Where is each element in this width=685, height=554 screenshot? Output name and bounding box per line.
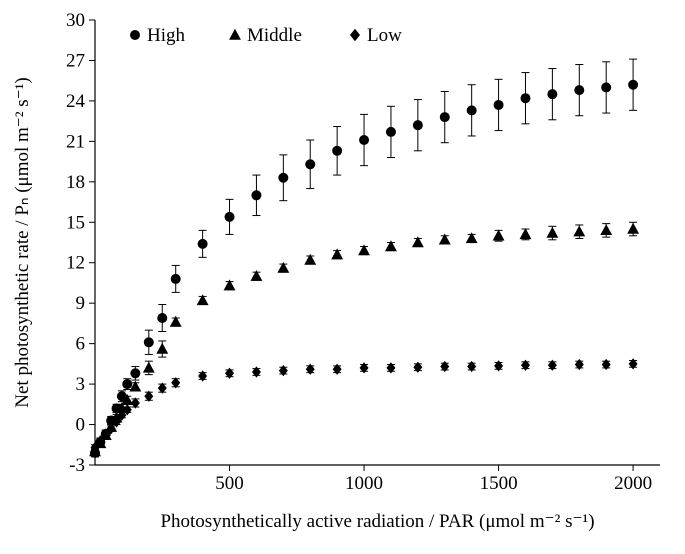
x-tick-label: 2000 (614, 473, 652, 494)
legend-label-high: High (147, 25, 186, 46)
data-marker (224, 279, 236, 290)
series-high (90, 59, 638, 458)
data-marker (144, 337, 154, 347)
data-marker (350, 29, 360, 42)
y-tick-label: 6 (76, 334, 86, 355)
data-marker (305, 159, 315, 169)
data-marker (602, 359, 611, 370)
data-marker (413, 362, 422, 373)
data-marker (143, 362, 155, 373)
data-marker (130, 368, 140, 378)
data-marker (279, 365, 288, 376)
data-marker (225, 212, 235, 222)
data-marker (225, 368, 234, 379)
y-tick-label: 27 (66, 50, 85, 71)
data-marker (466, 232, 478, 243)
data-marker (573, 225, 585, 236)
data-marker (359, 135, 369, 145)
data-marker (117, 391, 127, 401)
data-marker (628, 80, 638, 90)
x-axis-label: Photosynthetically active radiation / PA… (160, 511, 594, 532)
y-tick-label: 24 (66, 91, 86, 112)
data-marker (574, 85, 584, 95)
x-tick-label: 1500 (480, 473, 518, 494)
data-marker (440, 112, 450, 122)
legend-label-low: Low (367, 25, 402, 46)
series-low (91, 358, 638, 453)
data-marker (197, 294, 209, 305)
data-marker (170, 316, 182, 327)
data-marker (250, 270, 262, 281)
data-marker (520, 93, 530, 103)
y-tick-label: 21 (66, 131, 85, 152)
data-marker (122, 379, 132, 389)
data-marker (413, 120, 423, 130)
data-marker (548, 360, 557, 371)
y-tick-label: 15 (66, 212, 85, 233)
y-tick-label: 9 (76, 293, 86, 314)
data-marker (306, 364, 315, 375)
data-marker (546, 227, 558, 238)
chart-container: -3 0 3 6 9 12 15 18 21 24 27 30 500 1000 1500 2000 Net p… (0, 0, 685, 554)
y-axis-label: Net photosynthetic rate / Pₙ (μmol m⁻² s… (12, 77, 33, 407)
y-tick-label: 3 (76, 374, 86, 395)
data-marker (332, 146, 342, 156)
data-marker (601, 82, 611, 92)
data-marker (467, 105, 477, 115)
x-tick-label: 1000 (345, 473, 383, 494)
data-marker (385, 240, 397, 251)
y-tick-label: 12 (66, 253, 85, 274)
data-marker (520, 228, 532, 239)
data-marker (331, 248, 343, 259)
y-tick-label: 30 (66, 10, 85, 31)
data-marker (229, 29, 241, 40)
data-marker (333, 364, 342, 375)
data-marker (494, 100, 504, 110)
data-marker (439, 234, 451, 245)
data-marker (198, 370, 207, 381)
y-tick-label: -3 (69, 455, 85, 476)
chart-svg: -3 0 3 6 9 12 15 18 21 24 27 30 500 1000 1500 2000 Net p… (0, 0, 685, 554)
data-marker (101, 429, 111, 439)
data-marker (90, 448, 100, 458)
data-marker (494, 360, 503, 371)
data-marker (198, 239, 208, 249)
data-marker (157, 313, 167, 323)
data-marker (440, 361, 449, 372)
data-marker (386, 127, 396, 137)
series-middle (89, 222, 639, 456)
x-tick-label: 500 (215, 473, 244, 494)
data-marker (575, 359, 584, 370)
data-marker (106, 416, 116, 426)
data-marker (171, 274, 181, 284)
legend-label-middle: Middle (247, 25, 302, 46)
data-marker (112, 403, 122, 413)
data-marker (467, 361, 476, 372)
data-marker (358, 244, 370, 255)
data-marker (627, 223, 639, 234)
data-marker (547, 89, 557, 99)
data-marker (251, 190, 261, 200)
data-marker (278, 173, 288, 183)
legend: High Middle Low (130, 25, 402, 46)
data-marker (277, 262, 289, 273)
data-marker (521, 360, 530, 371)
y-tick-label: 0 (76, 415, 86, 436)
data-marker (130, 30, 140, 40)
y-tick-label: 18 (66, 172, 85, 193)
data-marker (493, 230, 505, 241)
data-marker (360, 362, 369, 373)
data-marker (600, 224, 612, 235)
data-marker (629, 358, 638, 369)
data-marker (412, 236, 424, 247)
data-marker (304, 254, 316, 265)
data-marker (252, 366, 261, 377)
data-marker (386, 362, 395, 373)
data-marker (156, 343, 168, 354)
